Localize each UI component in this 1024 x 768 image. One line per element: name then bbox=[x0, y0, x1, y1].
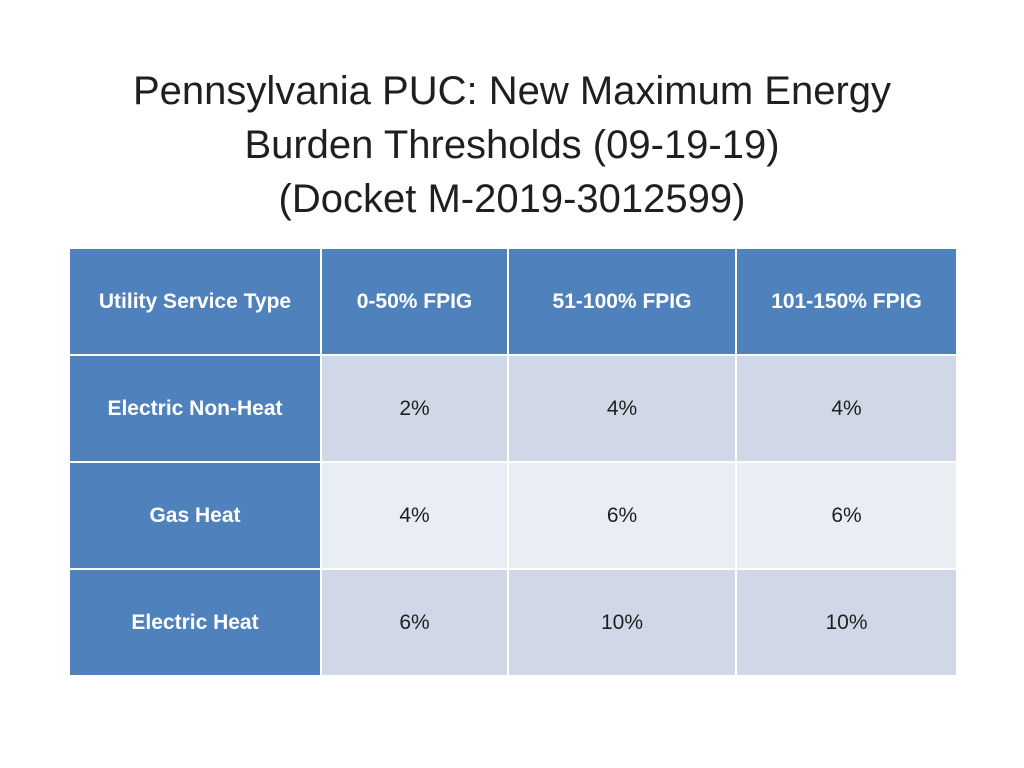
table-row: Gas Heat 4% 6% 6% bbox=[68, 461, 958, 570]
header-0-50-fpig: 0-50% FPIG bbox=[320, 247, 509, 356]
table-cell: 6% bbox=[507, 461, 737, 570]
header-101-150-fpig: 101-150% FPIG bbox=[735, 247, 958, 356]
table-cell: 4% bbox=[320, 461, 509, 570]
table-cell: 2% bbox=[320, 354, 509, 463]
table-cell: 6% bbox=[320, 568, 509, 677]
header-51-100-fpig: 51-100% FPIG bbox=[507, 247, 737, 356]
table-header-row: Utility Service Type 0-50% FPIG 51-100% … bbox=[68, 247, 958, 356]
header-utility-service-type: Utility Service Type bbox=[68, 247, 322, 356]
title-line-2: Burden Thresholds (09-19-19) bbox=[244, 123, 780, 167]
table-row: Electric Non-Heat 2% 4% 4% bbox=[68, 354, 958, 463]
table-cell: 10% bbox=[507, 568, 737, 677]
table-cell: 10% bbox=[735, 568, 958, 677]
table-cell: 4% bbox=[735, 354, 958, 463]
title-line-1: Pennsylvania PUC: New Maximum Energy bbox=[132, 69, 892, 113]
slide-title: Pennsylvania PUC: New Maximum Energy Bur… bbox=[60, 64, 964, 226]
row-label: Electric Heat bbox=[68, 568, 322, 677]
title-line-3: (Docket M-2019-3012599) bbox=[278, 177, 746, 221]
table-cell: 4% bbox=[507, 354, 737, 463]
table-row: Electric Heat 6% 10% 10% bbox=[68, 568, 958, 677]
row-label: Electric Non-Heat bbox=[68, 354, 322, 463]
row-label: Gas Heat bbox=[68, 461, 322, 570]
table-cell: 6% bbox=[735, 461, 958, 570]
thresholds-table: Utility Service Type 0-50% FPIG 51-100% … bbox=[68, 247, 958, 677]
